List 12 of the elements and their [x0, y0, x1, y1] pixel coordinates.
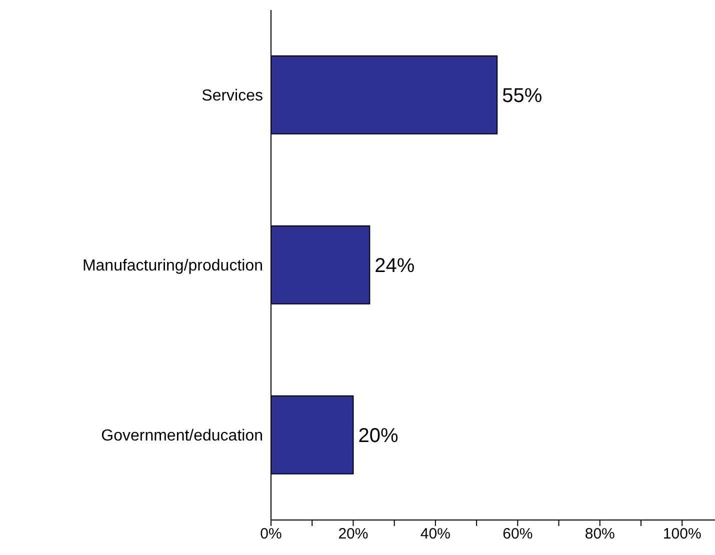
- x-tick-label: 100%: [662, 526, 702, 543]
- data-label: 55%: [502, 85, 542, 107]
- data-label: 24%: [374, 255, 415, 277]
- y-tick-label: Manufacturing/production: [82, 258, 263, 275]
- x-tick-label: 60%: [502, 526, 533, 543]
- x-tick-label: 20%: [338, 526, 368, 543]
- x-tick-label: 80%: [584, 526, 615, 543]
- data-label: 20%: [358, 425, 398, 447]
- x-tick-label: 0%: [260, 526, 282, 543]
- x-tick-label: 40%: [420, 526, 450, 543]
- y-tick-label: Government/education: [101, 428, 263, 445]
- y-tick-label: Services: [202, 88, 263, 105]
